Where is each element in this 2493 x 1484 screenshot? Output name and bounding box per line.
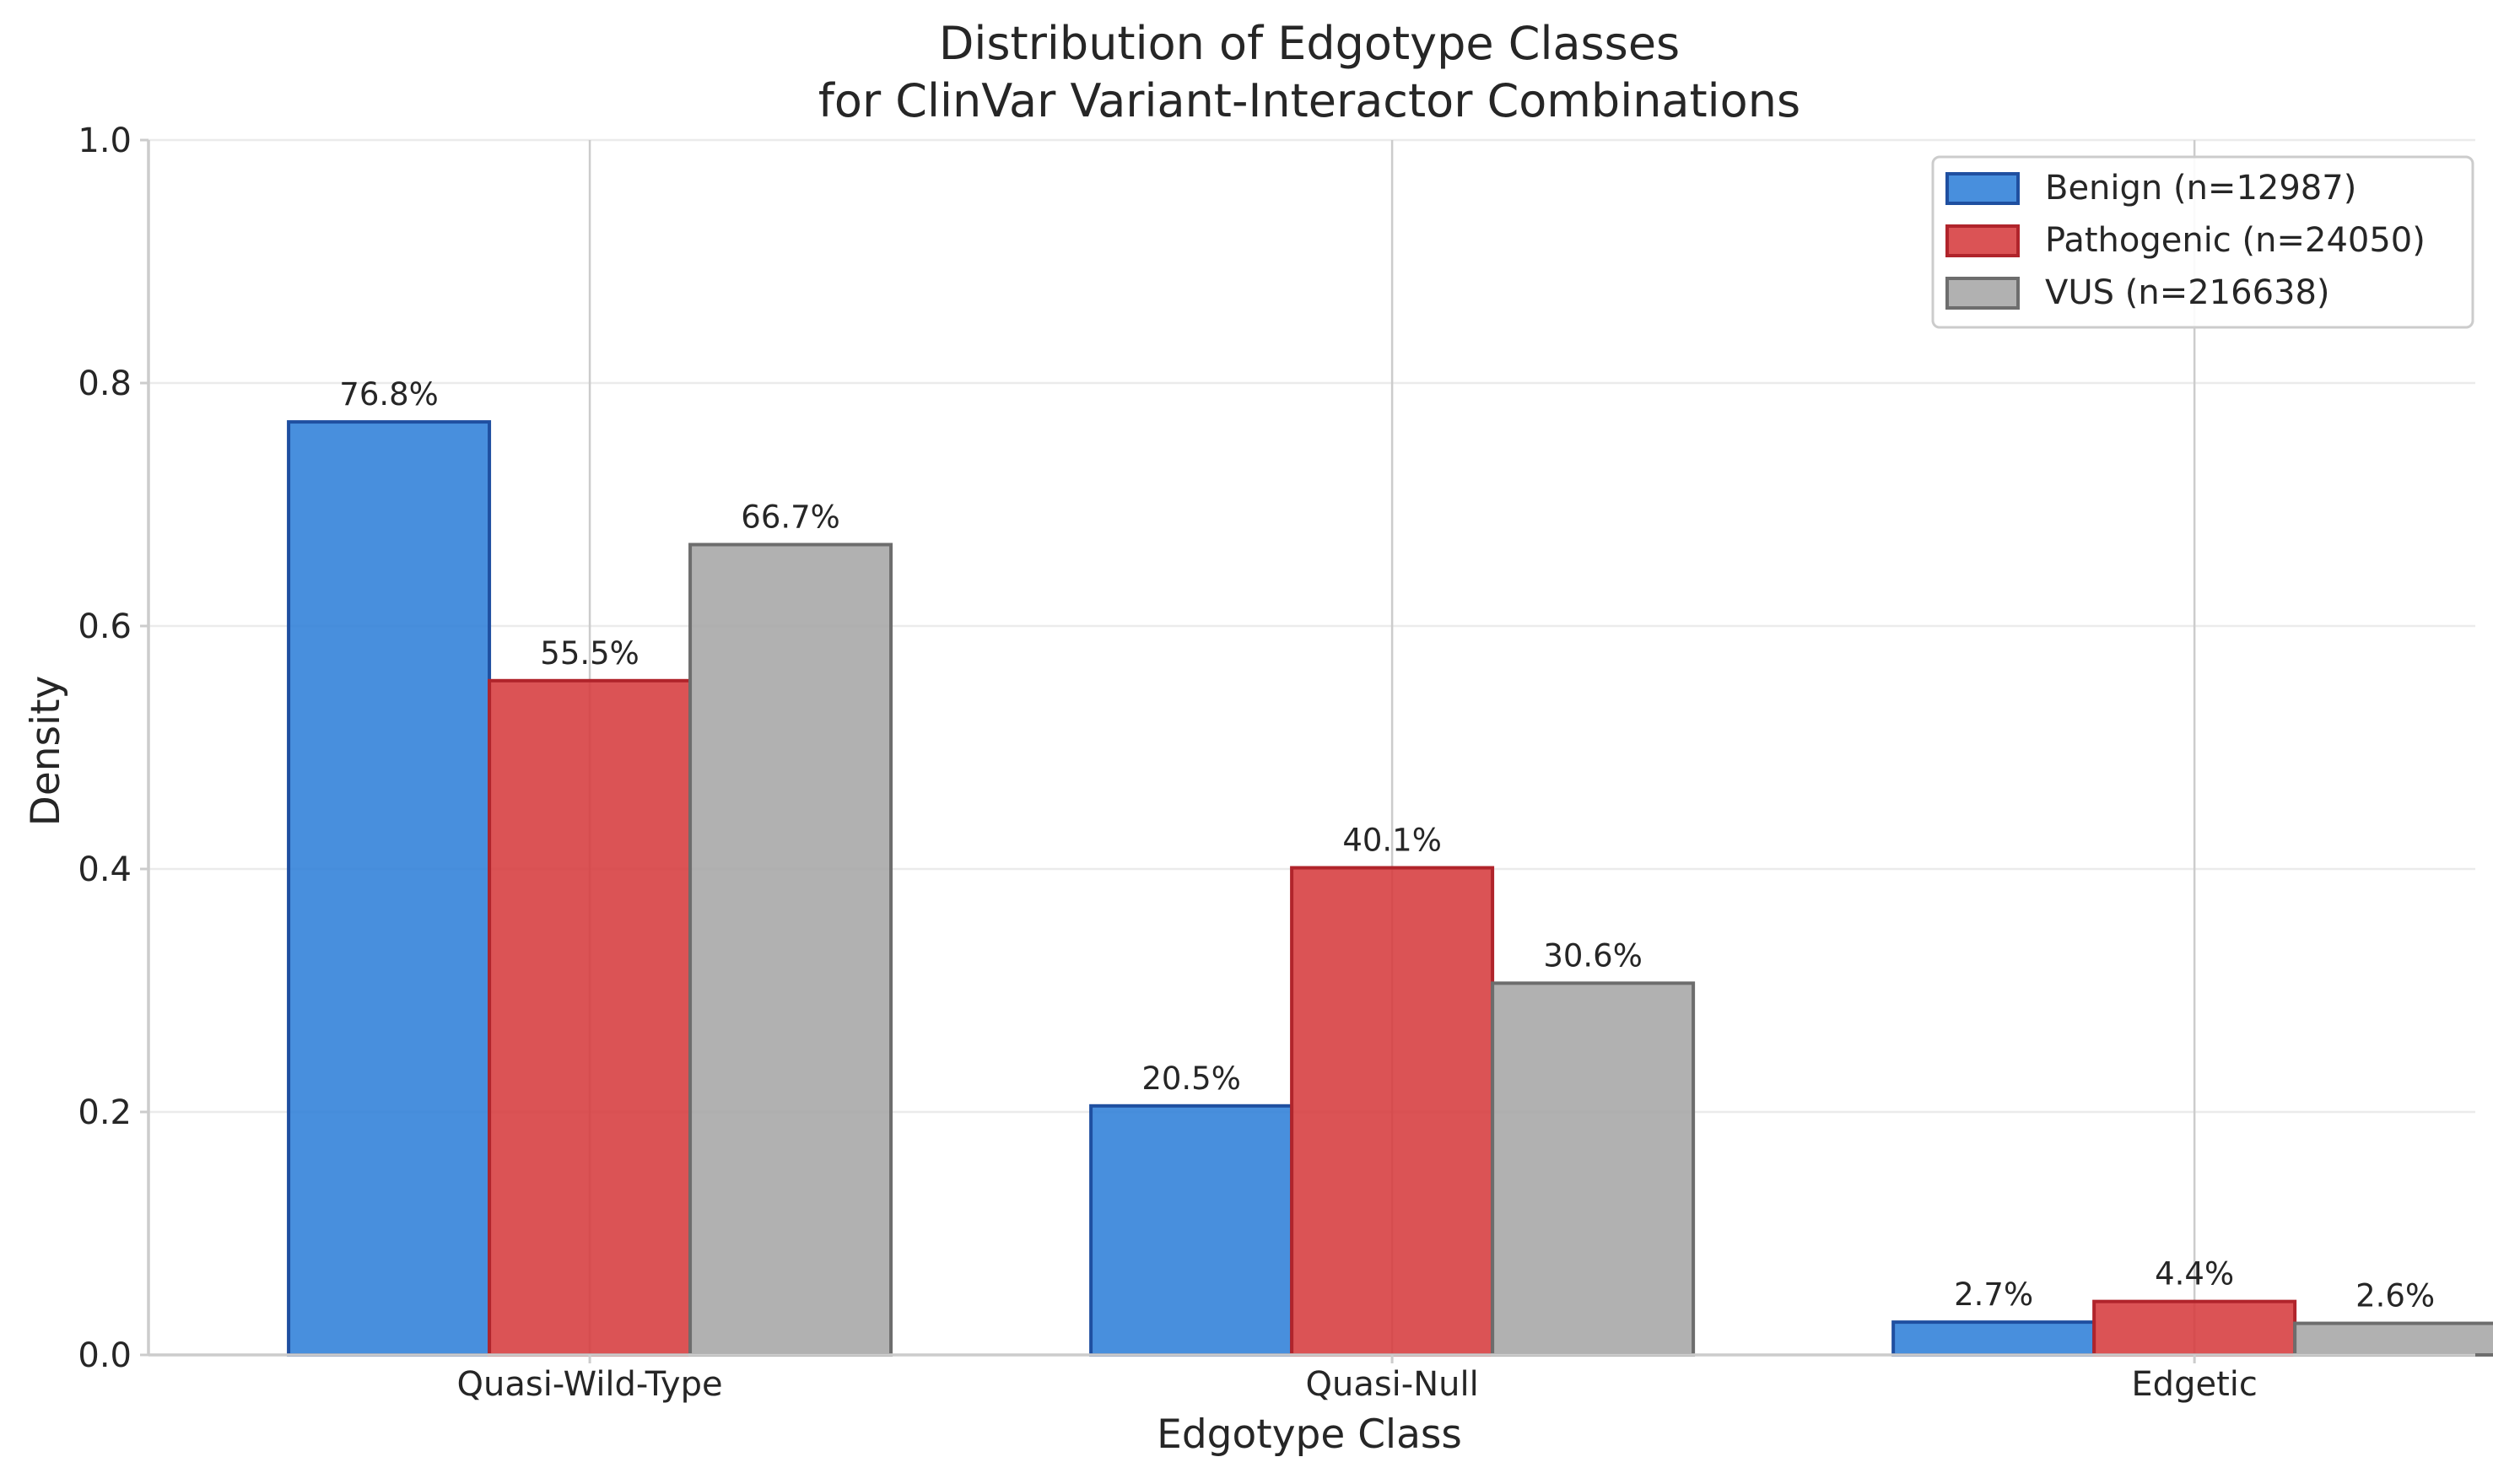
- y-tick-label: 0.2: [78, 1093, 132, 1132]
- x-axis-label: Edgotype Class: [1157, 1411, 1462, 1458]
- data-label-vus-edgetic: 2.6%: [2355, 1278, 2435, 1314]
- y-tick-label: 0.8: [78, 364, 132, 403]
- x-tick-label-quasi-wild-type: Quasi-Wild-Type: [457, 1365, 723, 1404]
- bar-pathogenic-quasi-null: [1290, 866, 1495, 1357]
- bar-benign-quasi-null: [1089, 1104, 1294, 1357]
- legend-label-vus: VUS (n=216638): [2045, 273, 2330, 312]
- x-tick-label-edgetic: Edgetic: [2131, 1365, 2257, 1404]
- legend-swatch-vus: [1945, 277, 2020, 310]
- data-label-benign-edgetic: 2.7%: [1954, 1276, 2033, 1313]
- y-tick-label: 0.6: [78, 607, 132, 646]
- bars-layer: [287, 420, 2493, 1357]
- data-label-pathogenic-edgetic: 4.4%: [2155, 1256, 2234, 1292]
- bar-vus-quasi-wild-type: [688, 542, 893, 1357]
- chart-title-line-2: for ClinVar Variant-Interactor Combinati…: [818, 74, 1800, 127]
- y-tick-label: 0.0: [78, 1336, 132, 1375]
- bar-vus-edgetic: [2293, 1321, 2493, 1357]
- legend-swatch-benign: [1945, 172, 2020, 205]
- y-tick-label: 0.4: [78, 850, 132, 889]
- bar-vus-quasi-null: [1491, 981, 1696, 1357]
- axes-layer: 0.0 0.2 0.4 0.6 0.8 1.0 Quasi-Wild-Type Quasi-N…: [78, 121, 2475, 1404]
- legend-swatch-pathogenic: [1945, 224, 2020, 257]
- y-tick-label: 1.0: [78, 121, 132, 160]
- data-label-benign-quasi-null: 20.5%: [1141, 1060, 1241, 1097]
- data-label-benign-quasi-wild-type: 76.8%: [339, 376, 439, 413]
- data-label-pathogenic-quasi-null: 40.1%: [1342, 823, 1442, 859]
- legend: Benign (n=12987) Pathogenic (n=24050) VU…: [1931, 155, 2474, 329]
- legend-label-benign: Benign (n=12987): [2045, 169, 2356, 208]
- y-axis-label: Density: [23, 676, 69, 827]
- bar-benign-quasi-wild-type: [287, 420, 492, 1357]
- chart-title-line-1: Distribution of Edgotype Classes: [939, 17, 1680, 70]
- legend-label-pathogenic: Pathogenic (n=24050): [2045, 221, 2426, 260]
- legend-box: [1931, 155, 2474, 329]
- bar-pathogenic-edgetic: [2092, 1299, 2297, 1357]
- data-label-pathogenic-quasi-wild-type: 55.5%: [540, 635, 639, 672]
- bar-pathogenic-quasi-wild-type: [488, 678, 693, 1357]
- data-labels-layer: 76.8% 55.5% 66.7% 20.5% 40.1% 30.6% 2.7% 4.4% 2.…: [339, 376, 2435, 1314]
- bar-benign-edgetic: [1891, 1320, 2096, 1357]
- data-label-vus-quasi-null: 30.6%: [1543, 937, 1643, 974]
- x-tick-label-quasi-null: Quasi-Null: [1305, 1365, 1478, 1404]
- data-label-vus-quasi-wild-type: 66.7%: [741, 499, 840, 536]
